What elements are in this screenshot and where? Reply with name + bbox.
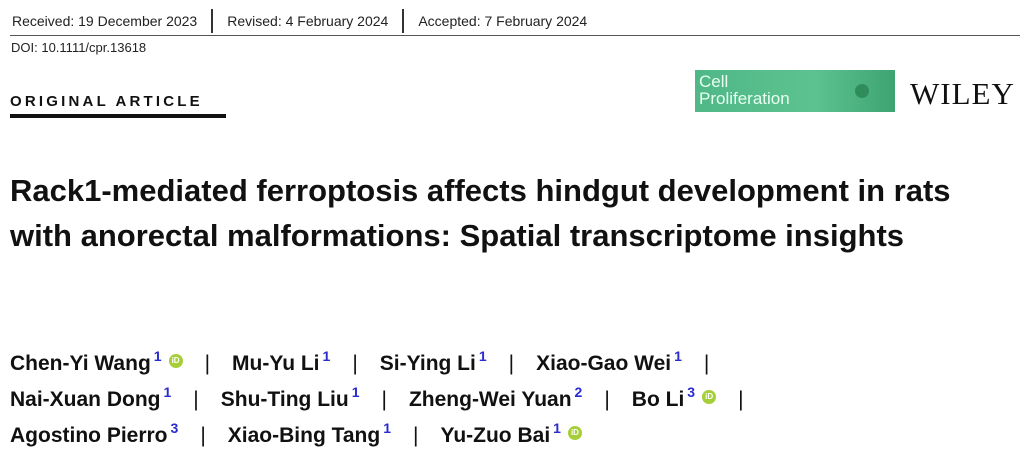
author-separator: | (193, 388, 199, 411)
journal-logo-line2: Proliferation (699, 89, 790, 108)
author-row: Agostino Pierro 3 | Xiao-Bing Tang 1 | Yu-Zuo … (10, 418, 766, 454)
affiliation-number[interactable]: 3 (687, 384, 696, 400)
received-date: Received: 19 December 2023 (10, 9, 214, 33)
author[interactable]: Bo Li 3 iD (631, 384, 717, 412)
author-separator: | (703, 352, 710, 375)
revised-date: Revised: 4 February 2024 (213, 9, 405, 33)
affiliation-number[interactable]: 1 (153, 348, 162, 364)
author-name: Agostino Pierro (10, 424, 168, 447)
author-name: Xiao-Bing Tang (227, 424, 381, 447)
affiliation-number[interactable]: 1 (383, 420, 392, 436)
author-separator: | (508, 352, 515, 375)
journal-logo[interactable]: Cell Proliferation (695, 70, 895, 112)
doi[interactable]: DOI: 10.1111/cpr.13618 (11, 40, 147, 55)
author-name: Yu-Zuo Bai (440, 424, 551, 447)
author-name: Zheng-Wei Yuan (408, 388, 572, 411)
header-rule (10, 35, 1020, 36)
affiliation-number[interactable]: 1 (478, 348, 487, 364)
article-type: ORIGINAL ARTICLE (10, 93, 203, 110)
author[interactable]: Mu-Yu Li 1 (232, 348, 330, 376)
affiliation-number[interactable]: 1 (163, 384, 172, 400)
article-title: Rack1-mediated ferroptosis affects hindg… (10, 173, 951, 253)
author[interactable]: Shu-Ting Liu 1 (220, 384, 360, 412)
affiliation-number[interactable]: 1 (553, 420, 561, 436)
orcid-icon[interactable]: iD (702, 390, 717, 404)
author-separator: | (352, 352, 358, 375)
author-separator: | (738, 388, 744, 411)
affiliation-number[interactable]: 3 (170, 420, 179, 436)
orcid-icon[interactable]: iD (567, 426, 582, 440)
author-name: Chen-Yi Wang (10, 352, 151, 375)
author-row: Chen-Yi Wang 1 iD | Mu-Yu Li 1 | Si-Ying Li 1 | Xi… (10, 346, 766, 382)
article-type-underline (10, 114, 226, 118)
author-name: Si-Ying Li (379, 352, 476, 375)
author[interactable]: Chen-Yi Wang 1 iD (10, 348, 183, 376)
author-name: Shu-Ting Liu (220, 388, 349, 411)
logo-cell-graphic (855, 84, 869, 98)
author[interactable]: Si-Ying Li 1 (379, 348, 487, 376)
author[interactable]: Xiao-Gao Wei 1 (536, 348, 682, 376)
author[interactable]: Agostino Pierro 3 (10, 420, 178, 448)
author-row: Nai-Xuan Dong 1 | Shu-Ting Liu 1 | Zheng-Wei Y… (10, 382, 766, 418)
author-list: Chen-Yi Wang 1 iD | Mu-Yu Li 1 | Si-Ying Li 1 | Xi… (10, 346, 766, 454)
author-name: Bo Li (631, 388, 685, 411)
accepted-date: Accepted: 7 February 2024 (418, 13, 588, 29)
author[interactable]: Xiao-Bing Tang 1 (227, 420, 391, 448)
publisher-logo[interactable]: WILEY (910, 76, 1015, 111)
author[interactable]: Yu-Zuo Bai 1 iD (440, 420, 582, 448)
affiliation-number[interactable]: 1 (351, 384, 360, 400)
author-separator: | (604, 388, 610, 411)
author-separator: | (200, 424, 206, 447)
orcid-icon[interactable]: iD (168, 354, 183, 368)
author-name: Xiao-Gao Wei (536, 352, 672, 375)
journal-logo-line1: Cell (699, 72, 729, 91)
author[interactable]: Nai-Xuan Dong 1 (10, 384, 171, 412)
author[interactable]: Zheng-Wei Yuan 2 (408, 384, 582, 412)
author-separator: | (204, 352, 211, 375)
author-separator: | (413, 424, 419, 447)
affiliation-number[interactable]: 2 (574, 384, 583, 400)
affiliation-number[interactable]: 1 (674, 348, 682, 364)
author-separator: | (381, 388, 387, 411)
article-dates: Received: 19 December 2023 Revised: 4 Fe… (10, 9, 601, 33)
affiliation-number[interactable]: 1 (322, 348, 331, 364)
author-name: Mu-Yu Li (232, 352, 320, 375)
author-name: Nai-Xuan Dong (10, 388, 161, 411)
